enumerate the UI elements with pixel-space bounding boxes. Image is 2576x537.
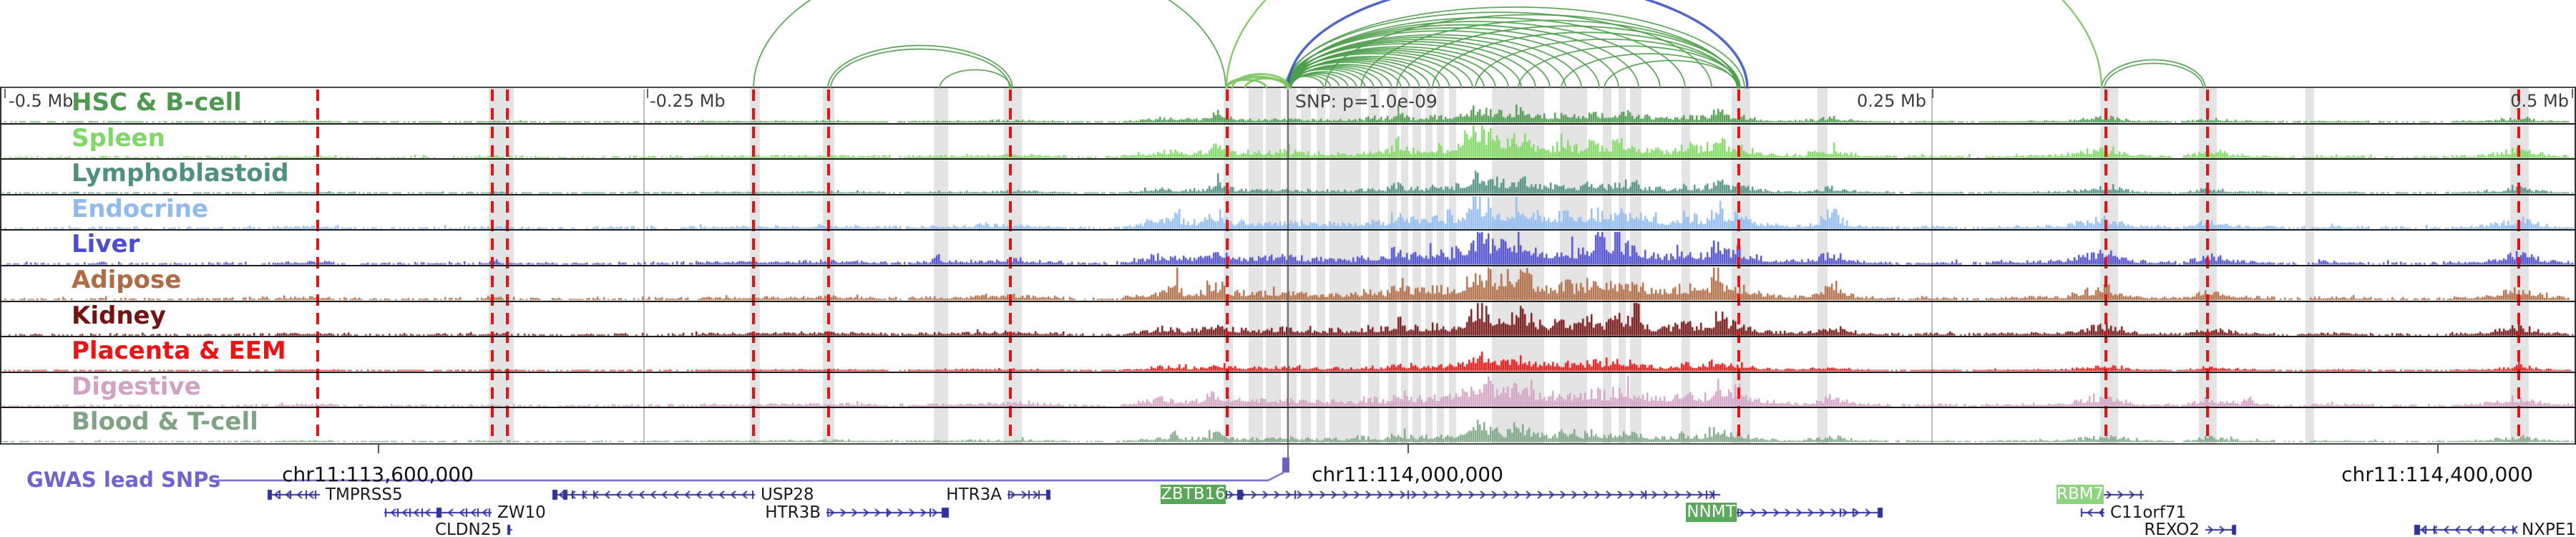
gene-label-nnmt: NNMT	[1686, 503, 1737, 522]
track-area-bottom-border	[0, 443, 2576, 445]
gene-label-zw10: ZW10	[497, 503, 546, 522]
track-separator	[0, 158, 2576, 160]
track-label-spleen: Spleen	[72, 123, 165, 153]
coordinate-label: chr11:114,000,000	[1312, 463, 1503, 486]
track-separator	[0, 300, 2576, 302]
track-area-top-border	[0, 87, 2576, 88]
coordinate-tick	[378, 444, 379, 453]
track-label-placenta-eem: Placenta & EEM	[72, 337, 286, 366]
coordinate-tick	[1407, 444, 1409, 453]
scale-label: 0.5 Mb	[2510, 91, 2569, 111]
mb-axis-tick	[647, 89, 648, 98]
track-separator	[0, 407, 2576, 409]
gene-label-nxpe1: NXPE1	[2522, 521, 2576, 537]
snp-link-line	[827, 90, 830, 443]
track-separator	[0, 371, 2576, 373]
track-separator	[0, 265, 2576, 266]
gene-label-htr3b: HTR3B	[765, 503, 821, 522]
snp-link-line	[491, 90, 494, 443]
snp-link-line	[2517, 90, 2520, 443]
snp-link-line	[1009, 90, 1012, 443]
gene-label-htr3a: HTR3A	[946, 485, 1002, 504]
gene-label-c11orf71: C11orf71	[2110, 503, 2187, 522]
mb-axis-tick	[2572, 89, 2573, 98]
track-label-hsc-b-cell: HSC & B-cell	[72, 88, 242, 117]
gwas-lead-snps-label: GWAS lead SNPs	[26, 468, 221, 492]
gene-label-usp28: USP28	[761, 485, 814, 504]
coordinate-label: chr11:114,400,000	[2341, 463, 2533, 486]
track-label-blood-t-cell: Blood & T-cell	[72, 407, 258, 437]
scale-label: -0.5 Mb	[9, 91, 74, 111]
coordinate-label: chr11:113,600,000	[282, 463, 474, 486]
track-separator	[0, 122, 2576, 125]
track-label-lymphoblastoid: Lymphoblastoid	[72, 159, 289, 188]
snp-pvalue-label: SNP: p=1.0e-09	[1295, 91, 1438, 112]
mb-axis-tick	[4, 89, 6, 98]
snp-link-line	[1226, 90, 1229, 443]
gene-label-cldn25: CLDN25	[434, 521, 502, 537]
snp-link-line	[1737, 90, 1740, 443]
gene-label-tmprss5: TMPRSS5	[326, 485, 403, 504]
track-label-liver: Liver	[72, 230, 140, 259]
scale-label: 0.25 Mb	[1856, 91, 1926, 111]
track-label-digestive: Digestive	[72, 372, 201, 401]
coordinate-tick	[2437, 444, 2439, 453]
snp-link-line	[2104, 90, 2107, 443]
mb-axis-tick	[1932, 89, 1933, 98]
snp-link-line	[316, 90, 319, 443]
gene-label-rexo2: REXO2	[2144, 521, 2200, 537]
gene-label-zbtb16: ZBTB16	[1161, 485, 1226, 504]
snp-link-line	[752, 90, 755, 443]
track-label-kidney: Kidney	[72, 301, 166, 330]
scale-label: -0.25 Mb	[650, 91, 726, 111]
snp-link-line	[506, 90, 509, 443]
track-label-endocrine: Endocrine	[72, 194, 208, 223]
snp-link-line	[2206, 90, 2209, 443]
track-label-adipose: Adipose	[72, 266, 182, 294]
track-separator	[0, 336, 2576, 338]
snp-position-line	[1287, 90, 1289, 473]
track-separator	[0, 229, 2576, 231]
track-separator	[0, 193, 2576, 195]
gene-label-rbm7: RBM7	[2057, 485, 2104, 504]
